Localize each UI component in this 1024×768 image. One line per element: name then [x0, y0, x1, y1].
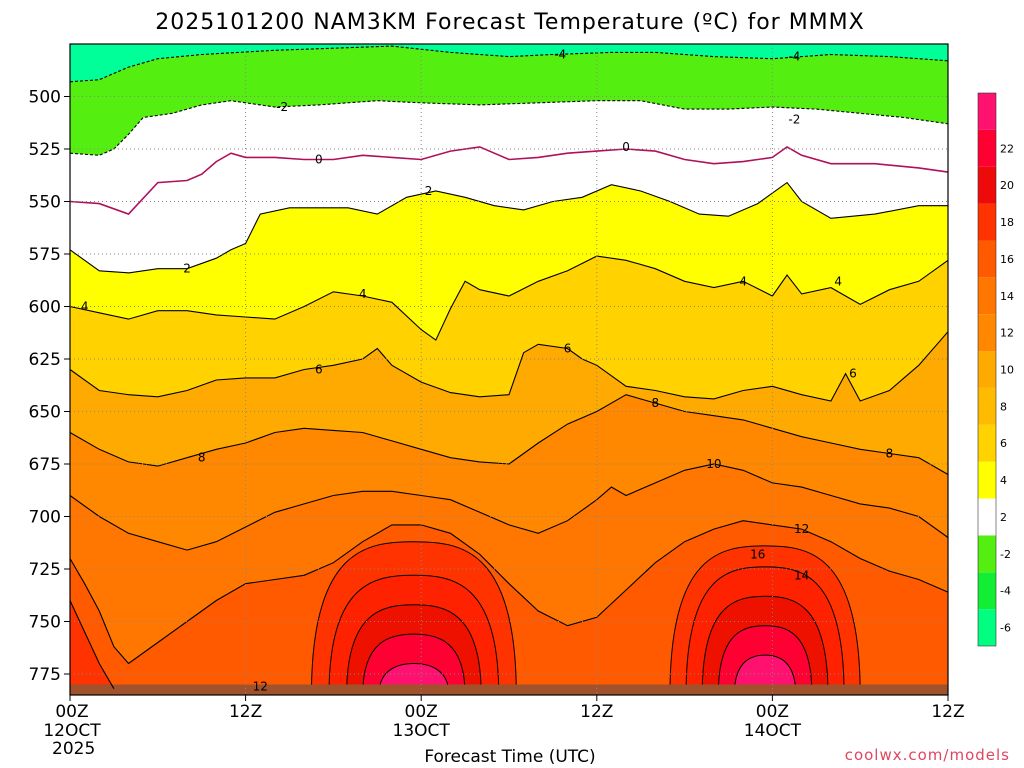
colorbar-label: -4: [1000, 585, 1011, 598]
colorbar-frame: [977, 92, 997, 647]
colorbar-swatch: [978, 535, 996, 573]
colorbar-label: 16: [1000, 253, 1014, 266]
colorbar-label: 6: [1000, 437, 1007, 450]
x-tick-date: 14OCT: [744, 721, 802, 741]
contour-line--4: [69, 45, 949, 83]
colorbar-swatch: [978, 277, 996, 315]
y-tick-label: 775: [29, 665, 61, 685]
contour-label-4: 4: [81, 300, 89, 314]
plot-frame: [69, 43, 949, 696]
y-tick-label: 575: [29, 245, 61, 265]
colorbar-swatch: [978, 166, 996, 204]
y-tick-label: 525: [29, 140, 61, 160]
contour-label-8: 8: [886, 447, 894, 461]
x-tick-label: 00Z: [405, 702, 438, 722]
y-tick-label: 600: [29, 298, 61, 318]
colorbar-swatch: [978, 314, 996, 352]
y-tick-label: 700: [29, 508, 61, 528]
x-axis-label: Forecast Time (UTC): [424, 747, 595, 767]
colorbar-label: 4: [1000, 474, 1007, 487]
colorbar-swatch: [978, 351, 996, 388]
x-tick-label: 12Z: [229, 702, 262, 722]
contour-label-0: 0: [315, 153, 323, 167]
chart-title: 2025101200 NAM3KM Forecast Temperature (…: [155, 10, 864, 35]
contour-line-14: [69, 600, 115, 689]
contour-label-2: 2: [183, 262, 191, 276]
contour-label-6: 6: [849, 367, 857, 381]
x-tick-label: 00Z: [756, 702, 789, 722]
contour-line-0: [69, 145, 949, 216]
contour-label-6: 6: [564, 342, 572, 356]
contour-line--2: [69, 100, 949, 156]
contour-label-10: 10: [706, 457, 721, 471]
contour-label-6: 6: [315, 363, 323, 377]
colorbar-label: -2: [1000, 548, 1011, 561]
contour-line-4: [69, 255, 949, 341]
credit-text: coolwx.com/models: [845, 746, 1010, 764]
contour-label--4: -4: [788, 50, 800, 64]
contour-label-16: 16: [750, 547, 765, 561]
contour-line-2: [69, 181, 948, 274]
contour-label-14: 14: [794, 568, 809, 582]
colorbar-swatch: [978, 461, 996, 499]
colorbar-label: -6: [1000, 622, 1011, 635]
colorbar-label: 20: [1000, 179, 1014, 192]
colorbar-label: 12: [1000, 327, 1014, 340]
colorbar-swatch: [978, 203, 996, 241]
colorbar-label: 22: [1000, 142, 1014, 155]
colorbar-swatch: [978, 609, 996, 646]
colorbar-swatch: [978, 387, 996, 425]
x-tick-date: 13OCT: [393, 721, 451, 741]
colorbar-label: 8: [1000, 400, 1007, 413]
contour-label-0: 0: [622, 140, 630, 154]
contour-line-8: [69, 394, 949, 475]
contour-label-4: 4: [359, 287, 367, 301]
colorbar-label: 18: [1000, 216, 1014, 229]
contour-label-12: 12: [253, 680, 268, 694]
contour-label-8: 8: [198, 451, 206, 465]
colorbar-swatch: [978, 424, 996, 462]
y-tick-label: 550: [29, 193, 61, 213]
contour-label--2: -2: [788, 113, 800, 127]
colorbar-label: 2: [1000, 511, 1007, 524]
colorbar-swatch: [978, 572, 996, 610]
colorbar-label: 14: [1000, 290, 1014, 303]
colorbar-swatch: [978, 93, 996, 130]
colorbar-label: 10: [1000, 364, 1014, 377]
y-tick-label: 725: [29, 560, 61, 580]
contour-line-10: [69, 463, 949, 551]
colorbar-swatch: [978, 129, 996, 167]
y-tick-label: 650: [29, 403, 61, 423]
y-tick-label: 675: [29, 455, 61, 475]
contour-line-6: [69, 331, 949, 402]
colorbar-swatch: [978, 498, 996, 536]
contour-label--2: -2: [276, 100, 288, 114]
contour-label-2: 2: [425, 184, 433, 198]
contour-label-4: 4: [739, 274, 747, 288]
colorbar-swatch: [978, 240, 996, 278]
contour-label-12: 12: [794, 522, 809, 536]
contour-label--4: -4: [554, 48, 566, 62]
contour-line-12: [69, 520, 949, 665]
y-tick-label: 500: [29, 88, 61, 108]
contour-label-4: 4: [834, 274, 842, 288]
x-tick-label: 00Z: [55, 702, 88, 722]
x-tick-year: 2025: [52, 739, 95, 759]
contour-label-8: 8: [652, 396, 660, 410]
y-tick-label: 625: [29, 350, 61, 370]
ground-layer: [70, 684, 948, 695]
x-tick-date: 12OCT: [43, 721, 101, 741]
x-tick-label: 12Z: [580, 702, 613, 722]
y-tick-label: 750: [29, 613, 61, 633]
x-tick-label: 12Z: [931, 702, 964, 722]
